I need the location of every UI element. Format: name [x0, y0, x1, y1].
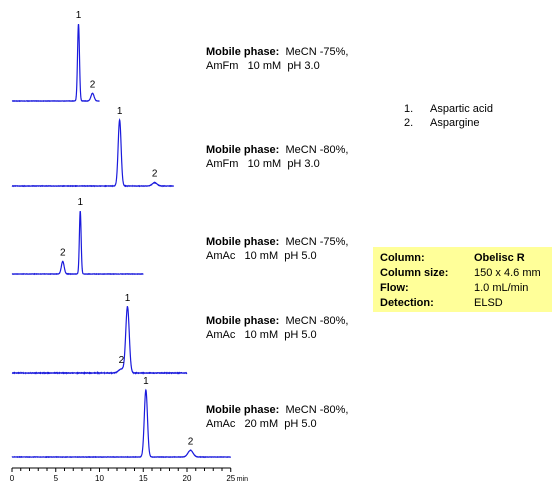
- organic-modifier: MeCN -80%,: [285, 144, 349, 156]
- column-row: Column: Obelisc R: [380, 252, 525, 264]
- trace-line: [11, 117, 175, 188]
- tick-label-20: 20: [183, 474, 192, 483]
- buffer-concentration: 10 mM: [247, 158, 282, 170]
- mobile-phase-condition-3: Mobile phase: MeCN -75%, AmAc 10 mM pH 5…: [206, 235, 348, 263]
- buffer-name: AmAc: [206, 250, 236, 262]
- legend-item-aspargine: 2. Aspargine: [404, 117, 480, 129]
- detection-row: Detection: ELSD: [380, 297, 503, 309]
- axis-unit-label: min: [237, 476, 248, 483]
- mobile-phase-label: Mobile phase:: [206, 236, 280, 248]
- tick-label-10: 10: [95, 474, 104, 483]
- buffer-ph: pH 5.0: [284, 250, 317, 262]
- chromatogram-3: 21: [11, 197, 144, 276]
- mobile-phase-label: Mobile phase:: [206, 144, 280, 156]
- trace-line: [11, 305, 188, 375]
- peak-label-1: 1: [76, 10, 82, 21]
- tick-label-25: 25: [226, 474, 235, 483]
- buffer-ph: pH 3.0: [287, 60, 320, 72]
- chromatogram-2: 12: [11, 106, 175, 188]
- mobile-phase-label: Mobile phase:: [206, 46, 280, 58]
- mobile-phase-label: Mobile phase:: [206, 315, 280, 327]
- organic-modifier: MeCN -75%,: [285, 46, 349, 58]
- buffer-name: AmFm: [206, 158, 239, 170]
- flow-row: Flow: 1.0 mL/min: [380, 282, 529, 294]
- method-conditions-box: Column: Obelisc R Column size: 150 x 4.6 m…: [373, 247, 552, 312]
- column-size-row: Column size: 150 x 4.6 mm: [380, 267, 541, 279]
- peak-label-1: 1: [78, 197, 84, 208]
- peak-label-1: 1: [125, 293, 131, 304]
- buffer-name: AmFm: [206, 60, 239, 72]
- mobile-phase-condition-1: Mobile phase: MeCN -75%, AmFm 10 mM pH 3…: [206, 45, 348, 73]
- peak-label-1: 1: [143, 376, 149, 387]
- chromatogram-5: 120 5 10 15 20 25 min: [10, 376, 248, 483]
- mobile-phase-label: Mobile phase:: [206, 404, 280, 416]
- organic-modifier: MeCN -80%,: [285, 404, 349, 416]
- tick-label-5: 5: [54, 474, 59, 483]
- chromatogram-1: 12: [11, 10, 100, 103]
- peak-label-2: 2: [119, 355, 125, 366]
- mobile-phase-condition-5: Mobile phase: MeCN -80%, AmAc 20 mM pH 5…: [206, 403, 348, 431]
- peak-label-2: 2: [152, 169, 158, 180]
- buffer-concentration: 10 mM: [244, 250, 279, 262]
- mobile-phase-condition-2: Mobile phase: MeCN -80%, AmFm 10 mM pH 3…: [206, 143, 348, 171]
- tick-label-0: 0: [10, 474, 15, 483]
- trace-line: [11, 24, 100, 103]
- peak-label-2: 2: [90, 79, 96, 90]
- buffer-ph: pH 5.0: [284, 329, 317, 341]
- trace-line: [11, 210, 144, 276]
- buffer-concentration: 20 mM: [244, 418, 279, 430]
- peak-label-2: 2: [60, 247, 66, 258]
- buffer-ph: pH 3.0: [287, 158, 320, 170]
- analyte-legend: 1. Aspartic acid 2. Aspargine: [404, 102, 493, 130]
- organic-modifier: MeCN -75%,: [285, 236, 349, 248]
- legend-item-aspartic-acid: 1. Aspartic acid: [404, 103, 493, 115]
- buffer-concentration: 10 mM: [247, 60, 282, 72]
- mobile-phase-condition-4: Mobile phase: MeCN -80%, AmAc 10 mM pH 5…: [206, 314, 348, 342]
- buffer-name: AmAc: [206, 418, 236, 430]
- chromatogram-4: 21: [11, 293, 188, 375]
- tick-label-15: 15: [139, 474, 148, 483]
- peak-label-1: 1: [117, 106, 123, 117]
- buffer-concentration: 10 mM: [244, 329, 279, 341]
- buffer-ph: pH 5.0: [284, 418, 317, 430]
- trace-line: [11, 388, 232, 459]
- buffer-name: AmAc: [206, 329, 236, 341]
- organic-modifier: MeCN -80%,: [285, 315, 349, 327]
- time-axis: 0 5 10 15 20 25 min: [10, 467, 248, 483]
- peak-label-2: 2: [188, 436, 194, 447]
